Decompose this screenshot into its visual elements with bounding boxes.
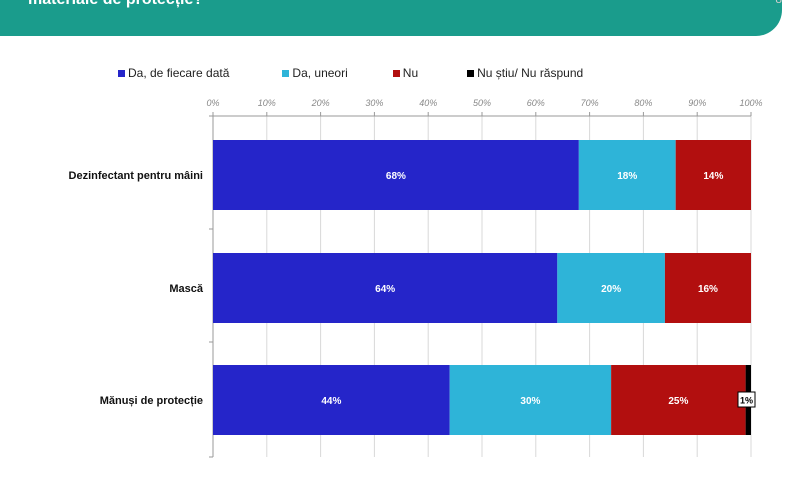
- data-label-box: [737, 391, 756, 408]
- legend-swatch: [282, 69, 290, 77]
- chart-legend: Da, de fiecare dată Da, uneori Nu Nu ști…: [118, 64, 583, 82]
- x-tick-label: 90%: [688, 98, 706, 108]
- data-label: 25%: [668, 396, 688, 407]
- legend-item-da-uneori: Da, uneori: [282, 66, 348, 80]
- data-label: 18%: [617, 171, 637, 182]
- x-tick-label: 0%: [206, 98, 219, 108]
- page-number: 8: [775, 0, 782, 6]
- bar-segment: [449, 365, 612, 435]
- x-tick-label: 50%: [473, 98, 491, 108]
- bar-segment: [213, 140, 579, 210]
- data-label: 1%: [740, 396, 753, 406]
- x-tick-label: 60%: [527, 98, 545, 108]
- legend-item-da-de-fiecare-data: Da, de fiecare dată: [118, 66, 229, 80]
- bar-segment: [213, 253, 558, 323]
- legend-swatch: [118, 69, 125, 77]
- data-label: 16%: [698, 284, 718, 295]
- data-label: 30%: [520, 396, 540, 407]
- bar-segment: [664, 253, 751, 323]
- x-tick-label: 20%: [311, 98, 330, 108]
- x-tick-label: 40%: [419, 98, 437, 108]
- x-tick-label: 30%: [365, 98, 383, 108]
- legend-label: Da, uneori: [292, 66, 348, 80]
- legend-item-nu: Nu: [392, 66, 419, 80]
- legend-label: Nu știu/ Nu răspund: [477, 66, 584, 80]
- bar-segment: [557, 253, 665, 323]
- x-tick-label: 80%: [634, 98, 652, 108]
- legend-label: Nu: [402, 66, 419, 80]
- category-label: Dezinfectant pentru mâini: [69, 170, 203, 182]
- x-tick-label: 10%: [258, 98, 276, 108]
- bar-segment: [578, 140, 676, 210]
- bar-segment: [611, 365, 746, 435]
- data-label: 14%: [703, 171, 723, 182]
- legend-swatch: [392, 69, 400, 77]
- data-label: 20%: [601, 284, 621, 295]
- page-title: materiale de protecție?: [28, 0, 203, 9]
- x-tick-label: 70%: [581, 98, 599, 108]
- legend-label: Da, de fiecare dată: [128, 66, 230, 80]
- legend-item-nu-stiu-nu-raspund: Nu știu/ Nu răspund: [467, 66, 583, 80]
- bar-segment: [675, 140, 751, 210]
- data-label: 68%: [386, 171, 406, 182]
- bar-segment: [213, 365, 450, 435]
- data-label: 44%: [321, 396, 341, 407]
- category-label: Mănuși de protecție: [100, 395, 203, 407]
- category-label: Mască: [169, 283, 204, 295]
- data-label: 64%: [375, 284, 395, 295]
- header-bar: materiale de protecție?: [0, 0, 782, 36]
- legend-swatch: [467, 69, 475, 77]
- x-tick-label: 100%: [739, 98, 762, 108]
